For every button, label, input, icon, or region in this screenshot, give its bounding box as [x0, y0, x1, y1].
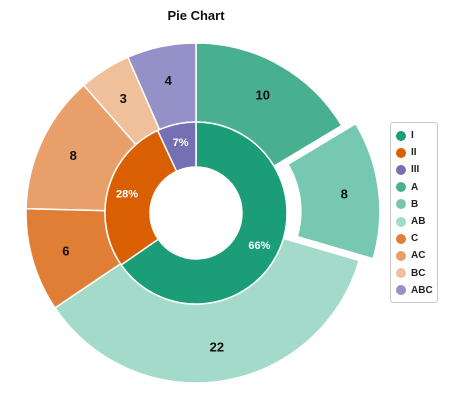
legend-swatch [396, 250, 406, 261]
legend-label: AC [411, 250, 426, 262]
legend-item-i[interactable]: I [396, 127, 437, 144]
legend-label: ABC [411, 284, 433, 296]
outer-label-ab: 22 [210, 339, 224, 354]
legend-swatch [396, 199, 406, 210]
legend-swatch [396, 147, 406, 158]
legend-label: II [411, 147, 417, 159]
legend-label: III [411, 164, 420, 176]
legend-swatch [396, 164, 406, 175]
legend-item-bc[interactable]: BC [396, 265, 437, 282]
outer-ring [25, 42, 381, 384]
legend-item-c[interactable]: C [396, 230, 437, 247]
legend-label: BC [411, 267, 426, 279]
legend-swatch [396, 182, 406, 193]
outer-label-ac: 8 [70, 148, 77, 163]
legend-item-ac[interactable]: AC [396, 247, 437, 264]
pie-chart: 10 8 22 6 8 3 4 66% 28% 7% [25, 42, 381, 384]
legend-swatch [396, 130, 406, 141]
legend-item-abc[interactable]: ABC [396, 282, 437, 299]
legend-swatch [396, 216, 406, 227]
legend-swatch [396, 233, 406, 244]
legend-label: AB [411, 216, 426, 228]
chart-title: Pie Chart [167, 8, 225, 23]
legend-label: C [411, 233, 419, 245]
outer-label-bc: 3 [120, 91, 127, 106]
legend-item-b[interactable]: B [396, 196, 437, 213]
inner-slice-ii [104, 129, 178, 266]
outer-label-a: 10 [256, 88, 270, 103]
outer-label-b: 8 [341, 186, 348, 201]
legend-swatch [396, 285, 406, 296]
legend-swatch [396, 268, 406, 279]
inner-slice-i [120, 121, 288, 305]
inner-label-i: 66% [248, 240, 270, 252]
legend-label: B [411, 198, 419, 210]
legend-item-iii[interactable]: III [396, 161, 437, 178]
legend-item-a[interactable]: A [396, 179, 437, 196]
inner-ring [104, 121, 288, 305]
legend-item-ab[interactable]: AB [396, 213, 437, 230]
inner-label-iii: 7% [173, 137, 189, 149]
inner-slice-iii [156, 121, 197, 173]
legend: I II III A B AB C AC BC ABC [390, 122, 438, 303]
outer-slice-b [286, 122, 381, 260]
inner-label-ii: 28% [116, 188, 138, 200]
legend-item-ii[interactable]: II [396, 144, 437, 161]
legend-label: A [411, 181, 419, 193]
outer-label-c: 6 [62, 243, 69, 258]
slice-labels: 10 8 22 6 8 3 4 66% 28% 7% [62, 73, 348, 355]
outer-label-abc: 4 [165, 73, 173, 88]
legend-label: I [411, 130, 414, 142]
